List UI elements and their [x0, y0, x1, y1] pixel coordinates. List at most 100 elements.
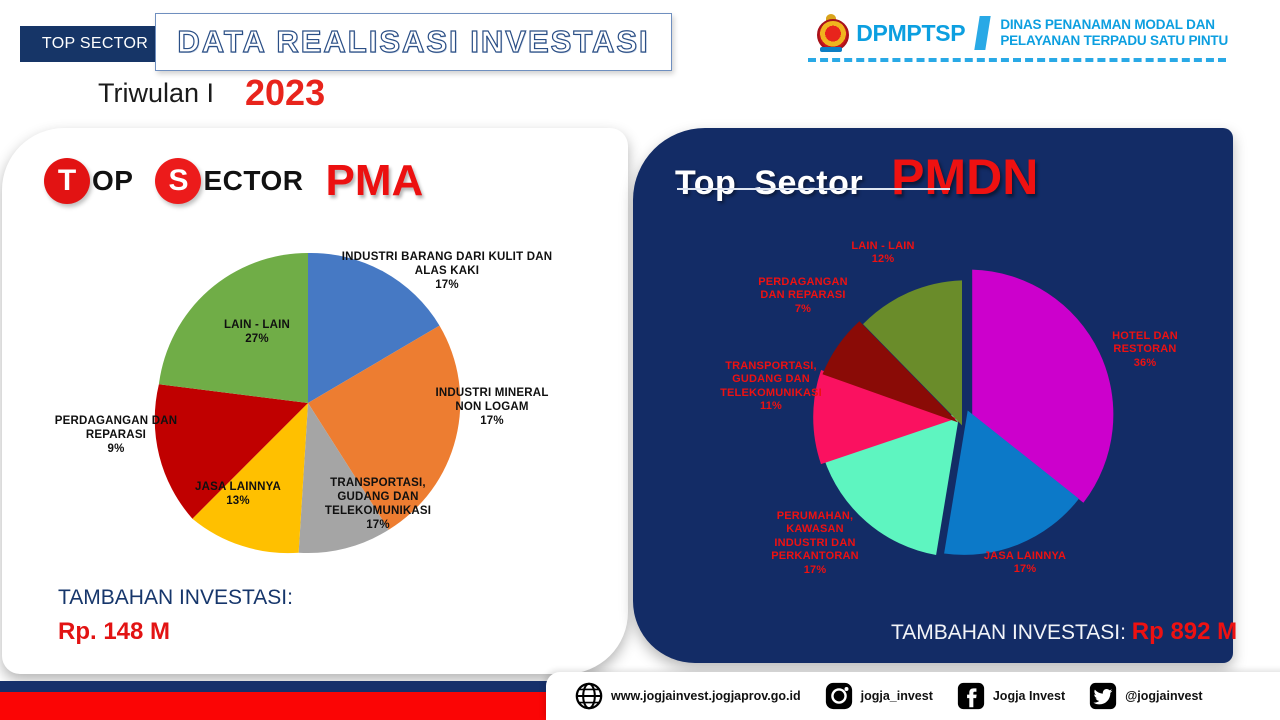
pmdn-label-perumahan-line2: KAWASAN [786, 523, 844, 536]
social-item-twitter[interactable]: @jogjainvest [1088, 681, 1203, 711]
pmdn-title-sector: Sector [754, 164, 863, 203]
pmdn-card: Top Sector PMDN [633, 128, 1237, 663]
pmdn-slice-hotel-group [972, 269, 1114, 503]
pma-label-industri-kulit-line2: ALAS KAKI [414, 265, 480, 278]
pmdn-label-lain-lain-pct: 12% [871, 253, 895, 266]
pma-slice-transportasi [298, 403, 389, 554]
top-sector-tag: TOP SECTOR [20, 26, 170, 62]
globe-icon [575, 682, 603, 710]
pma-label-lain-lain-pct: 27% [245, 333, 269, 346]
social-item-website[interactable]: www.jogjainvest.jogjaprov.go.id [574, 681, 801, 711]
pmdn-title-top: Top [675, 164, 736, 203]
pmdn-card-title: Top Sector PMDN [675, 148, 1038, 206]
pma-footer-label: TAMBAHAN INVESTASI: [58, 586, 293, 609]
pmdn-pie-svg [813, 269, 1114, 555]
pma-label-transportasi-line1: TRANSPORTASI, [330, 477, 426, 489]
pmdn-label-lain-lain-line1: LAIN - LAIN [851, 240, 915, 252]
pmdn-label-transportasi-pct: 11% [759, 400, 782, 413]
social-label-facebook: Jogja Invest [992, 689, 1066, 703]
pmdn-label-perumahan-pct: 17% [803, 563, 827, 576]
pma-label-transportasi: TRANSPORTASI, GUDANG DAN TELEKOMUNIKASI … [302, 476, 454, 532]
pmdn-slice-transportasi [813, 370, 957, 465]
pmdn-pie-chart [813, 268, 1115, 568]
pmdn-label-transportasi-line3: TELEKOMUNIKASI [720, 386, 822, 399]
pma-slice-perdagangan [154, 384, 308, 519]
government-seal-icon [814, 14, 850, 52]
pma-label-perdagangan-line1: PERDAGANGAN DAN [54, 415, 178, 427]
pma-type-label: PMA [325, 156, 424, 205]
facebook-icon [957, 682, 984, 710]
social-item-instagram[interactable]: jogja_invest [824, 681, 933, 711]
pmdn-slice-jasa-group [944, 410, 1079, 555]
pma-pie-chart [154, 250, 461, 556]
pmdn-label-jasa-lainnya-pct: 17% [1013, 563, 1037, 576]
brand-subtitle: DINAS PENANAMAN MODAL DAN PELAYANAN TERP… [1000, 17, 1228, 49]
pmdn-slice-transportasi-group [813, 370, 957, 465]
pmdn-slice-hotel-restoran [972, 269, 1114, 503]
pma-label-industri-mineral-line2: NON LOGAM [455, 401, 529, 414]
pma-label-industri-kulit: INDUSTRI BARANG DARI KULIT DAN ALAS KAKI… [332, 250, 562, 292]
pmdn-footer-value: Rp 892 M [1131, 618, 1238, 645]
title-box: DATA REALISASI INVESTASI [155, 13, 672, 71]
pma-label-transportasi-line2: GUDANG DAN [337, 491, 419, 504]
pmdn-label-perumahan-line3: INDUSTRI DAN [774, 536, 856, 549]
pmdn-label-perdagangan-pct: 7% [794, 302, 812, 315]
pma-label-perdagangan-pct: 9% [107, 443, 125, 456]
pmdn-title-top-text: Top [675, 164, 737, 202]
pma-label-industri-mineral-line1: INDUSTRI MINERAL [435, 387, 549, 399]
social-bar: www.jogjainvest.jogjaprov.go.id jogja_in… [546, 672, 1280, 720]
pmdn-label-lain-lain: LAIN - LAIN 12% [823, 240, 943, 267]
pmdn-label-hotel-restoran: HOTEL DAN RESTORAN 36% [1085, 330, 1205, 370]
pma-slice-industri-kulit [308, 252, 440, 403]
pmdn-slice-jasa-lainnya [944, 410, 1079, 555]
pma-slice-lain-lain [158, 252, 308, 403]
pma-label-jasa-lainnya: JASA LAINNYA 13% [172, 480, 304, 508]
pmdn-slice-lain-lain-group [863, 280, 962, 426]
pma-slice-jasa-lainnya [192, 403, 308, 554]
pma-label-industri-kulit-pct: 17% [435, 279, 459, 292]
pma-title-op: OP [92, 165, 134, 196]
brand-accent-bar [974, 16, 992, 50]
pma-label-industri-mineral: INDUSTRI MINERAL NON LOGAM 17% [412, 386, 572, 428]
pma-label-industri-mineral-pct: 17% [480, 415, 504, 428]
pma-label-perdagangan-line2: REPARASI [85, 429, 147, 442]
header-dashed-divider [808, 58, 1226, 62]
social-label-website: www.jogjainvest.jogjaprov.go.id [611, 689, 801, 703]
pmdn-slice-lain-lain [863, 280, 962, 426]
brand-logo: DPMPTSP DINAS PENANAMAN MODAL DAN PELAYA… [814, 14, 1228, 52]
pma-label-jasa-lainnya-pct: 13% [226, 495, 250, 508]
pmdn-label-perumahan-line4: PERKANTORAN [771, 550, 859, 563]
pma-label-transportasi-pct: 17% [366, 519, 390, 532]
letter-s-badge-icon: S [155, 158, 202, 204]
pma-footer-value: Rp. 148 M [58, 618, 171, 645]
pmdn-label-jasa-lainnya-line1: JASA LAINNYA [983, 550, 1067, 562]
year-label: 2023 [245, 72, 326, 113]
pma-label-lain-lain: LAIN - LAIN 27% [187, 318, 327, 346]
pmdn-title-sector-text: Sector [754, 164, 864, 202]
pmdn-label-perumahan: PERUMAHAN, KAWASAN INDUSTRI DAN PERKANTO… [745, 510, 885, 577]
pmdn-label-hotel-restoran-pct: 36% [1133, 356, 1157, 369]
brand-name: DPMPTSP [856, 19, 966, 46]
page-title: DATA REALISASI INVESTASI [177, 23, 650, 59]
pmdn-label-perdagangan: PERDAGANGAN DAN REPARASI 7% [723, 276, 883, 316]
pma-card: T OP S ECTOR PMA [2, 128, 628, 674]
social-item-facebook[interactable]: Jogja Invest [956, 681, 1065, 711]
twitter-icon [1089, 682, 1117, 710]
pma-label-jasa-lainnya-line1: JASA LAINNYA [195, 481, 281, 493]
pmdn-label-transportasi-line1: TRANSPORTASI, [725, 360, 817, 372]
period-label: Triwulan I [98, 78, 215, 108]
pma-label-transportasi-line3: TELEKOMUNIKASI [324, 505, 432, 518]
pmdn-label-perdagangan-line2: DAN REPARASI [760, 289, 846, 302]
pmdn-label-hotel-restoran-line1: HOTEL DAN [1112, 330, 1178, 342]
pmdn-label-transportasi: TRANSPORTASI, GUDANG DAN TELEKOMUNIKASI … [691, 360, 851, 414]
social-label-twitter: @jogjainvest [1125, 689, 1203, 703]
pmdn-label-hotel-restoran-line2: RESTORAN [1113, 343, 1177, 356]
pmdn-footer: TAMBAHAN INVESTASI: Rp 892 M [891, 618, 1237, 646]
pmdn-label-jasa-lainnya: JASA LAINNYA 17% [955, 550, 1095, 577]
pma-label-industri-kulit-line1: INDUSTRI BARANG DARI KULIT DAN [341, 251, 553, 263]
pma-title-ector: ECTOR [203, 165, 304, 196]
pma-label-perdagangan: PERDAGANGAN DAN REPARASI 9% [36, 414, 196, 456]
letter-t-badge-icon: T [44, 158, 90, 204]
pma-card-title: T OP S ECTOR PMA [44, 156, 423, 206]
